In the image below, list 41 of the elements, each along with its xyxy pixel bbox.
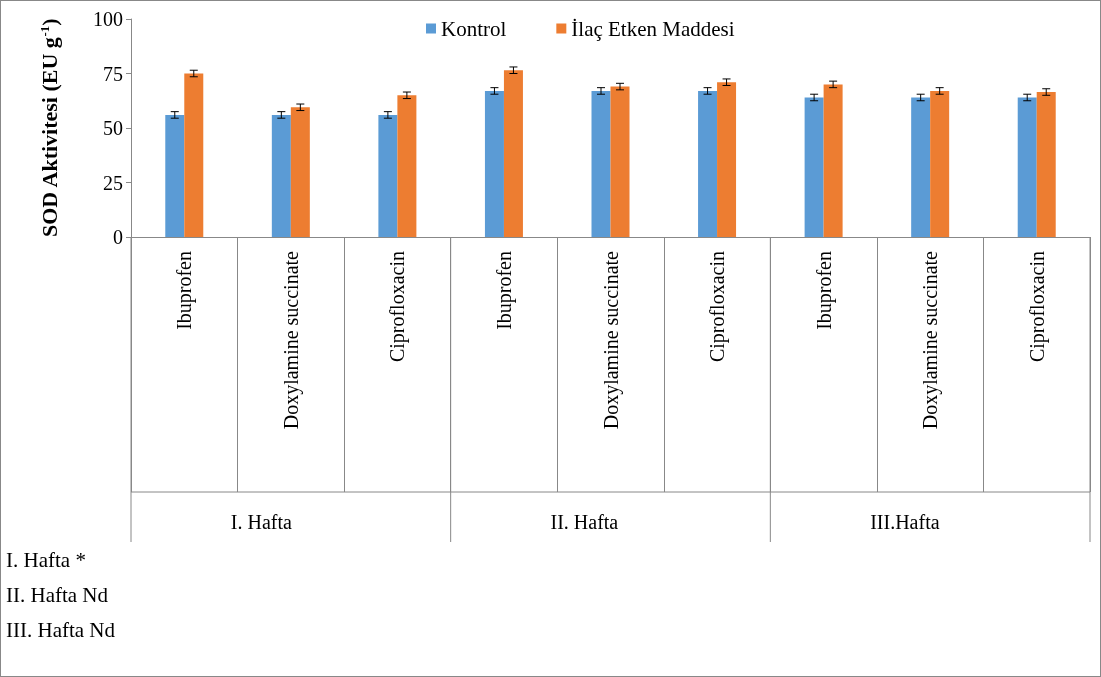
bar [397, 95, 417, 237]
bar [165, 114, 185, 237]
y-tick-label: 0 [113, 226, 123, 248]
legend-label: Kontrol [441, 16, 507, 41]
bar [717, 82, 737, 237]
bar [911, 97, 931, 237]
text: II. Hafta [550, 511, 619, 533]
bar [1036, 92, 1056, 237]
bar [271, 114, 291, 237]
x-tick-label: Ibuprofen [492, 251, 516, 330]
x-tick-label: Doxylamine succinate [919, 250, 943, 430]
text: III.Hafta [870, 511, 940, 533]
legend-label: İlaç Etken Maddesi [571, 16, 735, 41]
bar [378, 114, 398, 237]
bar [930, 90, 950, 237]
text: II. Hafta Nd [6, 582, 109, 607]
y-axis-title: SOD Aktivitesi (EU g-1) [37, 18, 62, 238]
text: III. Hafta Nd [6, 617, 116, 642]
bar [484, 90, 504, 237]
bar [610, 86, 630, 237]
text: I. Hafta [230, 511, 293, 533]
bar [591, 90, 611, 237]
x-tick-label: Ibuprofen [173, 251, 197, 330]
y-tick-label: 75 [103, 62, 123, 85]
bar [184, 73, 204, 237]
y-tick-label: 50 [103, 117, 123, 139]
x-tick-label: Ibuprofen [812, 251, 836, 330]
x-tick-label: Ciprofloxacin [1025, 251, 1049, 363]
x-tick-label: Ciprofloxacin [706, 251, 730, 363]
x-tick-label: Doxylamine succinate [599, 250, 623, 430]
y-tick-label: 25 [103, 171, 123, 194]
bar [290, 107, 310, 237]
y-tick-label: 100 [93, 8, 123, 30]
bar [823, 84, 843, 237]
text: I. Hafta * [6, 547, 86, 572]
bar [698, 90, 718, 237]
x-tick-label: Doxylamine succinate [279, 250, 303, 430]
bar [1017, 97, 1037, 237]
x-tick-label: Ciprofloxacin [386, 251, 410, 363]
bar [503, 70, 523, 237]
bar [804, 97, 824, 237]
